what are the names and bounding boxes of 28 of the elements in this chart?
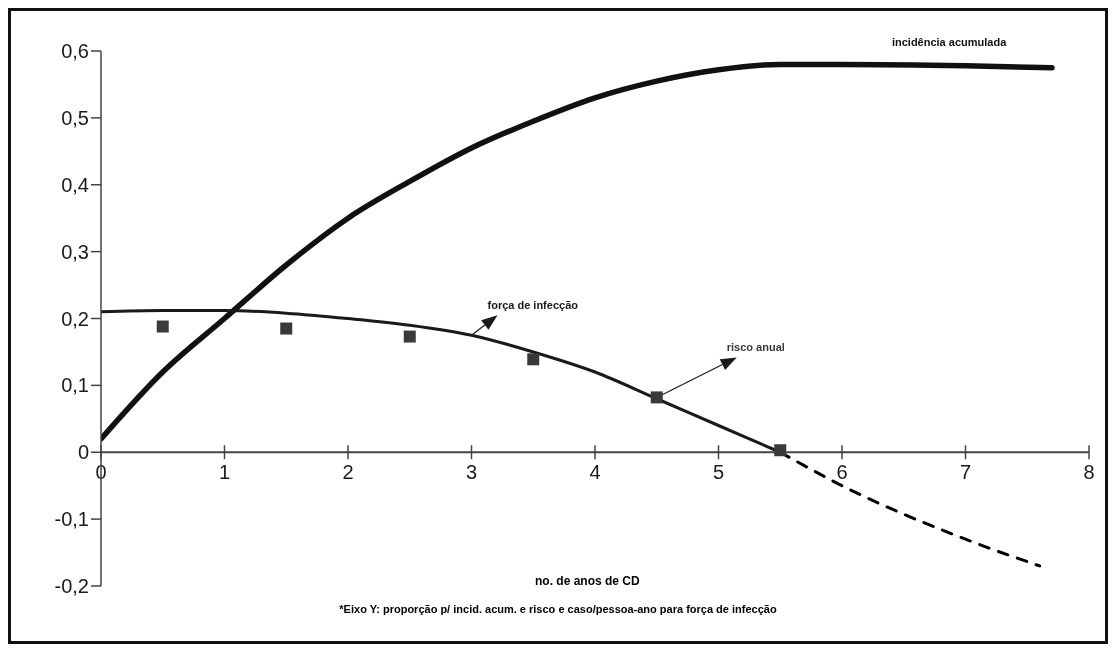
y-tick-label: 0,5: [61, 106, 89, 129]
y-tick-label: 0,6: [61, 40, 89, 63]
y-tick-label: 0,3: [61, 240, 89, 263]
point: [403, 330, 416, 343]
y-tick-label: -0,2: [54, 575, 89, 598]
x-tick-label: 1: [218, 461, 231, 484]
x-tick-label: 3: [465, 461, 478, 484]
point: [280, 322, 293, 335]
x-tick-label: 2: [342, 461, 354, 484]
point: [650, 391, 663, 404]
y-tick-label: 0,4: [61, 173, 89, 196]
text: *Eixo Y: proporção p/ incid. acum. e risco e caso/pessoa-ano para força de infecção: [338, 603, 778, 615]
x-tick-label: 8: [1083, 461, 1095, 484]
text: força de infecção: [487, 299, 579, 312]
point: [527, 353, 540, 366]
y-tick-label: 0,1: [61, 374, 89, 397]
x-tick-label: 5: [712, 461, 725, 484]
x-tick-label: 6: [836, 461, 848, 484]
x-tick-label: 4: [589, 461, 601, 484]
y-tick-label: 0: [77, 441, 89, 464]
y-tick-label: -0,1: [54, 508, 89, 531]
y-tick-label: 0,2: [61, 307, 89, 330]
point: [156, 320, 169, 333]
text: risco anual: [726, 341, 785, 354]
point: [774, 444, 787, 457]
x-axis-title: no. de anos de CD: [535, 574, 640, 588]
series-label: incidência acumulada: [891, 35, 1008, 48]
x-tick-label: 7: [959, 461, 972, 484]
